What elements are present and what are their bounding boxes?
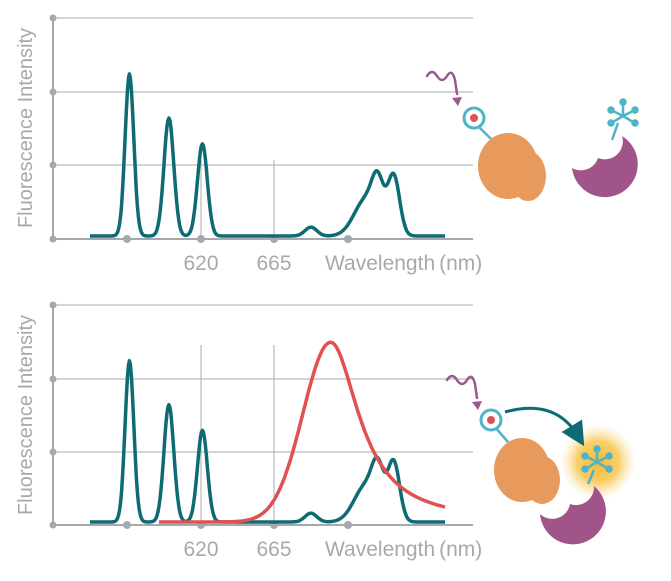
acceptor-label-icon [581, 445, 613, 473]
bottom-x-title-word: Wavelength [325, 538, 435, 561]
acceptor-emission-line [158, 340, 446, 524]
bottom-gridlines [53, 304, 473, 453]
bottom-y-tick-dot [49, 521, 57, 529]
bottom-x-unit: (nm) [439, 538, 482, 561]
top-x-tick-label-665: 665 [256, 252, 291, 275]
x-tick-dot [123, 521, 131, 529]
donor-label-core [470, 114, 478, 122]
top-y-tick-dot [49, 14, 57, 22]
donor-label-core [487, 416, 495, 424]
excitation-wave-icon [425, 70, 459, 96]
acceptor-label-icon [607, 98, 639, 127]
top-x-axis-title: Wavelength (nm) [325, 252, 482, 275]
top-y-axis-title: Fluorescence Intensity [15, 28, 37, 228]
top-x-unit: (nm) [439, 252, 482, 275]
acceptor-protein-icon [540, 469, 606, 545]
excitation-arrowhead-icon [452, 97, 462, 106]
donor-emission-line [89, 358, 446, 524]
top-x-title-word: Wavelength [325, 252, 435, 275]
bottom-x-tick-label-620: 620 [183, 538, 218, 561]
top-y-tick-dot [49, 235, 57, 243]
top-y-tick-dot [49, 88, 57, 96]
top-series-group [89, 72, 446, 238]
top-gridlines [53, 17, 473, 166]
donor-protein-icon [478, 133, 546, 201]
top-x-tick-label-620: 620 [183, 252, 218, 275]
donor-emission-line [89, 72, 446, 238]
x-tick-dot [344, 235, 352, 243]
bottom-y-axis-title: Fluorescence Intensity [15, 315, 37, 515]
bottom-illustration [445, 374, 636, 545]
excitation-arrowhead-icon [472, 401, 482, 410]
bottom-y-tick-dot [49, 448, 57, 456]
donor-protein-icon [494, 438, 560, 504]
bottom-series-group [89, 340, 446, 524]
x-tick-dot [197, 235, 205, 243]
bottom-y-tick-dot [49, 301, 57, 309]
top-y-tick-dot [49, 161, 57, 169]
bottom-x-axis-title: Wavelength (nm) [325, 538, 482, 561]
acceptor-protein-icon [572, 122, 638, 198]
bottom-chart: Fluorescence Intensity 620 665 Wavelengt… [15, 301, 482, 561]
excitation-wave-icon [445, 374, 479, 400]
top-chart: Fluorescence Intensity 620 665 Wavelengt… [15, 14, 482, 275]
bottom-x-ticks [123, 345, 352, 529]
x-tick-dot [344, 521, 352, 529]
energy-transfer-arrow-icon [504, 406, 585, 447]
x-tick-dot [123, 235, 131, 243]
top-illustration [425, 70, 639, 201]
bottom-y-tick-dot [49, 375, 57, 383]
bottom-x-tick-label-665: 665 [256, 538, 291, 561]
